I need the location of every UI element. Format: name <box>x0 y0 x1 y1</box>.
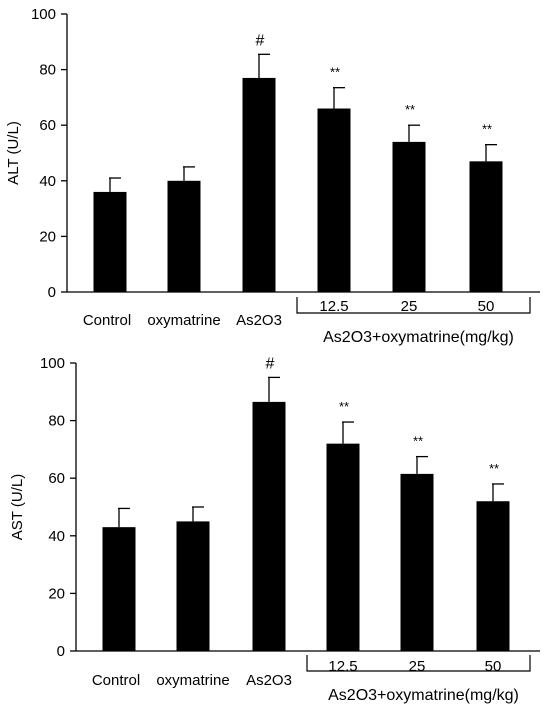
category-label: oxymatrine <box>147 312 220 329</box>
category-label: oxymatrine <box>156 672 229 689</box>
category-label: As2O3 <box>236 312 282 329</box>
y-tick-label: 80 <box>39 62 56 79</box>
bar-25 <box>400 473 434 651</box>
y-tick-label: 100 <box>40 355 65 372</box>
y-tick-label: 40 <box>39 173 56 190</box>
significance-marker: ** <box>405 102 415 117</box>
bar-50 <box>476 501 510 651</box>
significance-marker: # <box>256 32 265 49</box>
y-tick-label: 60 <box>48 470 65 487</box>
significance-marker: # <box>266 355 275 372</box>
bar-control <box>93 191 127 292</box>
bar-50 <box>469 161 503 292</box>
category-label: 25 <box>409 658 426 675</box>
bar-12-5 <box>326 443 360 651</box>
significance-marker: ** <box>330 65 340 80</box>
significance-marker: ** <box>489 461 499 476</box>
y-tick-label: 0 <box>48 284 56 301</box>
category-label: Control <box>83 312 131 329</box>
bar-12-5 <box>317 108 351 293</box>
category-label: 50 <box>485 658 502 675</box>
bar-oxymatrine <box>167 180 201 292</box>
dose-group-bracket <box>306 655 531 672</box>
bar-oxymatrine <box>176 521 210 651</box>
category-label: 12.5 <box>328 658 357 675</box>
significance-marker: ** <box>482 122 492 137</box>
y-axis-title: AST (U/L) <box>9 474 26 540</box>
y-axis-title: ALT (U/L) <box>5 121 22 185</box>
bar-25 <box>392 141 426 292</box>
dose-group-bracket <box>296 297 531 314</box>
y-tick-label: 20 <box>48 585 65 602</box>
alt-chart-panel: 0 20 40 60 80 100 ALT (U/L) Control oxymatrine # A… <box>5 6 540 346</box>
category-label: 12.5 <box>319 298 348 315</box>
y-tick-label: 100 <box>31 6 56 23</box>
y-tick-label: 80 <box>48 413 65 430</box>
significance-marker: ** <box>339 399 349 414</box>
bar-as2o3 <box>242 77 276 292</box>
category-label: As2O3 <box>246 672 292 689</box>
category-label: 50 <box>478 298 495 315</box>
ast-chart-panel: 0 20 40 60 80 100 AST (U/L) Control oxymatrine # A… <box>9 355 540 704</box>
dose-group-label: As2O3+oxymatrine(mg/kg) <box>328 687 519 704</box>
bar-as2o3 <box>252 401 286 651</box>
y-tick-label: 0 <box>57 643 65 660</box>
category-label: Control <box>92 672 140 689</box>
bar-control <box>102 527 136 651</box>
y-tick-label: 20 <box>39 228 56 245</box>
dose-group-label: As2O3+oxymatrine(mg/kg) <box>323 329 514 346</box>
y-tick-label: 60 <box>39 117 56 134</box>
y-tick-label: 40 <box>48 528 65 545</box>
category-label: 25 <box>401 298 418 315</box>
significance-marker: ** <box>413 434 423 449</box>
